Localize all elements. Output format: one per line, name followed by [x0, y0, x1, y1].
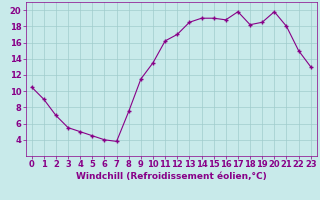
- X-axis label: Windchill (Refroidissement éolien,°C): Windchill (Refroidissement éolien,°C): [76, 172, 267, 181]
